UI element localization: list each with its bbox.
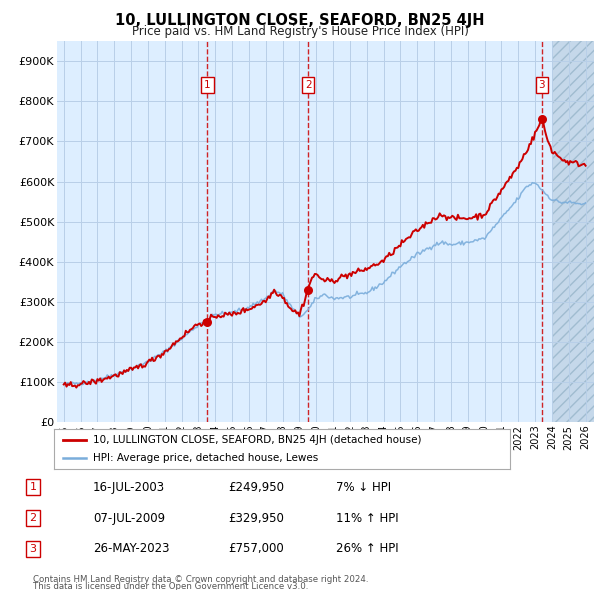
Text: 2: 2: [29, 513, 37, 523]
Text: £249,950: £249,950: [228, 481, 284, 494]
Text: 26-MAY-2023: 26-MAY-2023: [93, 542, 170, 555]
Text: Contains HM Land Registry data © Crown copyright and database right 2024.: Contains HM Land Registry data © Crown c…: [33, 575, 368, 584]
Text: 1: 1: [204, 80, 211, 90]
Text: 10, LULLINGTON CLOSE, SEAFORD, BN25 4JH (detached house): 10, LULLINGTON CLOSE, SEAFORD, BN25 4JH …: [93, 435, 421, 445]
Text: 10, LULLINGTON CLOSE, SEAFORD, BN25 4JH: 10, LULLINGTON CLOSE, SEAFORD, BN25 4JH: [115, 13, 485, 28]
Text: 7% ↓ HPI: 7% ↓ HPI: [336, 481, 391, 494]
Text: 07-JUL-2009: 07-JUL-2009: [93, 512, 165, 525]
Text: Price paid vs. HM Land Registry's House Price Index (HPI): Price paid vs. HM Land Registry's House …: [131, 25, 469, 38]
Bar: [553, 41, 594, 422]
Text: This data is licensed under the Open Government Licence v3.0.: This data is licensed under the Open Gov…: [33, 582, 308, 590]
Text: £329,950: £329,950: [228, 512, 284, 525]
Text: 2: 2: [305, 80, 311, 90]
Text: HPI: Average price, detached house, Lewes: HPI: Average price, detached house, Lewe…: [93, 453, 318, 463]
Text: 11% ↑ HPI: 11% ↑ HPI: [336, 512, 398, 525]
Text: 3: 3: [539, 80, 545, 90]
Text: 1: 1: [29, 483, 37, 492]
Bar: [553, 41, 594, 422]
Text: 26% ↑ HPI: 26% ↑ HPI: [336, 542, 398, 555]
Text: £757,000: £757,000: [228, 542, 284, 555]
Text: 3: 3: [29, 544, 37, 553]
Text: 16-JUL-2003: 16-JUL-2003: [93, 481, 165, 494]
